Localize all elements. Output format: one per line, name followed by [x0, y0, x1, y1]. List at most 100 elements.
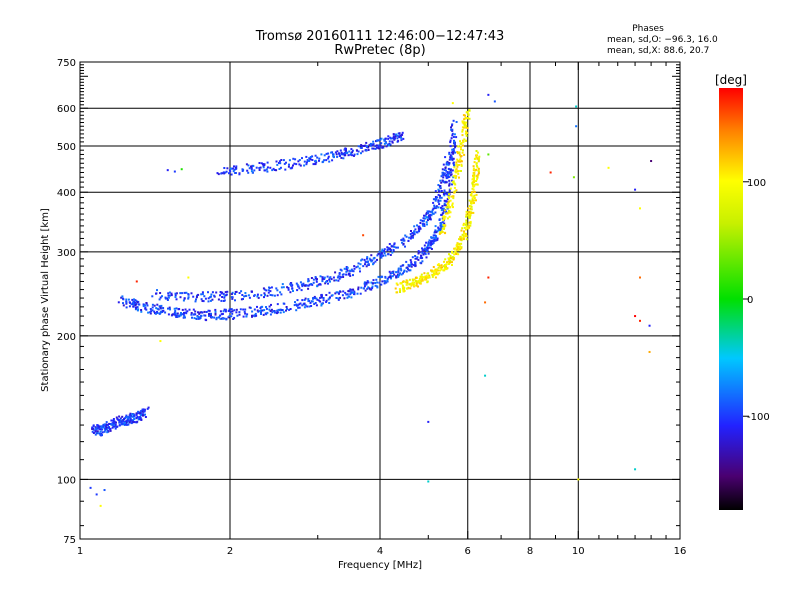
echo-dot	[280, 286, 283, 289]
echo-dot	[402, 272, 404, 275]
echo-dot	[330, 151, 333, 154]
echo-dot	[439, 179, 442, 182]
echo-dot	[360, 147, 363, 149]
echo-dot	[353, 291, 356, 294]
echo-dot	[334, 151, 337, 154]
echo-dot	[447, 204, 450, 207]
echo-dot	[472, 165, 475, 168]
echo-dot	[333, 279, 336, 282]
scatter-point	[427, 420, 430, 423]
echo-dot	[449, 141, 452, 144]
echo-dot	[121, 295, 124, 298]
echo-dot	[112, 419, 115, 422]
echo-dot	[464, 139, 467, 142]
echo-dot	[325, 280, 328, 283]
echo-dot	[234, 167, 237, 170]
echo-dot	[119, 418, 122, 421]
echo-dot	[357, 286, 360, 289]
echo-dot	[315, 297, 318, 300]
echo-dot	[416, 231, 419, 234]
echo-dot	[243, 295, 246, 298]
echo-dot	[387, 144, 390, 147]
echo-dot	[208, 313, 210, 316]
echo-dot	[393, 243, 396, 246]
echo-dot	[114, 423, 117, 426]
echo-dot	[371, 144, 374, 147]
echo-dot	[181, 313, 183, 316]
echo-dot	[250, 290, 253, 293]
echo-dot	[441, 179, 444, 182]
echo-dot	[278, 168, 281, 170]
echo-dot	[410, 230, 412, 232]
echo-dot	[233, 309, 236, 312]
echo-dot	[185, 291, 188, 294]
echo-dot	[374, 282, 377, 284]
echo-dot	[436, 237, 439, 240]
echo-dot	[463, 226, 466, 229]
echo-dot	[385, 145, 388, 148]
echo-dot	[402, 137, 405, 140]
echo-dot	[253, 308, 256, 311]
echo-dot	[453, 256, 455, 259]
echo-dot	[216, 172, 219, 175]
echo-dot	[132, 305, 135, 308]
echo-dot	[443, 227, 445, 230]
echo-dot	[319, 300, 322, 303]
echo-dot	[302, 284, 305, 287]
echo-dot	[144, 307, 147, 310]
echo-dot	[446, 176, 449, 179]
echo-dot	[383, 142, 386, 145]
echo-dot	[276, 311, 279, 314]
echo-dot	[282, 286, 285, 289]
echo-dot	[475, 156, 478, 159]
echo-dot	[266, 166, 269, 169]
y-tick-label: 100	[57, 475, 76, 486]
echo-dot	[460, 236, 463, 239]
echo-dot	[427, 244, 430, 247]
echo-dot	[211, 298, 214, 301]
echo-dot	[451, 264, 453, 266]
echo-dot	[349, 274, 352, 277]
echo-dot	[161, 311, 164, 313]
echo-dot	[460, 163, 463, 166]
echo-dot	[431, 210, 434, 213]
echo-dot	[462, 224, 465, 227]
echo-dot	[463, 121, 466, 124]
echo-dot	[427, 212, 429, 215]
echo-dot	[377, 139, 380, 142]
echo-dot	[122, 304, 125, 307]
echo-dot	[305, 284, 308, 287]
echo-dot	[129, 416, 132, 419]
echo-dot	[475, 168, 478, 171]
echo-dot	[367, 149, 370, 151]
echo-dot	[425, 213, 428, 216]
echo-dot	[107, 423, 109, 426]
echo-dot	[286, 307, 288, 310]
echo-dot	[434, 206, 437, 209]
echo-dot	[396, 137, 399, 140]
echo-dot	[319, 296, 322, 299]
echo-dot	[135, 413, 138, 416]
echo-dot	[285, 309, 287, 312]
echo-dot	[309, 156, 312, 158]
echo-dot	[151, 306, 154, 309]
echo-dot	[369, 144, 372, 147]
echo-dot	[361, 144, 364, 147]
echo-dot	[91, 430, 94, 433]
echo-dot	[231, 312, 234, 315]
echo-dot	[440, 190, 443, 192]
echo-dot	[389, 249, 392, 252]
echo-dot	[422, 224, 425, 227]
echo-dot	[427, 210, 430, 213]
echo-dot	[477, 169, 480, 172]
echo-dot	[223, 308, 226, 311]
echo-dot	[445, 206, 448, 209]
echo-dot	[456, 165, 459, 168]
echo-dot	[204, 297, 207, 300]
echo-dot	[397, 246, 399, 249]
echo-dot	[338, 277, 341, 280]
echo-dot	[190, 292, 193, 295]
echo-dot	[142, 414, 144, 417]
echo-dot	[383, 248, 386, 251]
echo-dot	[452, 161, 455, 164]
